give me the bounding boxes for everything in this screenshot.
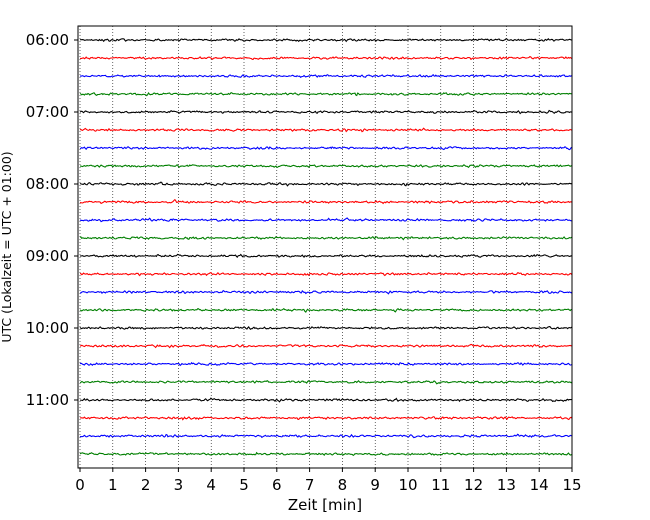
plot-frame bbox=[77, 25, 573, 469]
x-tick-label: 8 bbox=[338, 476, 348, 494]
y-tick-label: 08:00 bbox=[26, 175, 69, 193]
x-tick-label: 12 bbox=[464, 476, 483, 494]
trace-0715 bbox=[79, 127, 573, 133]
x-tick-label: 0 bbox=[75, 476, 85, 494]
x-axis-ticks: 0 1 2 3 4 5 6 7 8 9 10 11 12 13 14 15 bbox=[75, 468, 582, 494]
trace-0945 bbox=[79, 307, 573, 313]
trace-0745 bbox=[80, 164, 573, 169]
x-tick-label: 3 bbox=[174, 476, 184, 494]
trace-1100 bbox=[79, 397, 572, 403]
trace-0830 bbox=[79, 217, 573, 223]
x-tick-label: 1 bbox=[108, 476, 118, 494]
y-tick-label: 10:00 bbox=[26, 319, 69, 337]
x-tick-label: 14 bbox=[530, 476, 549, 494]
trace-0815 bbox=[79, 198, 573, 205]
trace-0600 bbox=[79, 38, 573, 43]
y-tick-label: 11:00 bbox=[26, 391, 69, 409]
trace-0630 bbox=[79, 73, 573, 78]
x-tick-label: 11 bbox=[431, 476, 450, 494]
trace-1045 bbox=[79, 379, 573, 385]
trace-0700 bbox=[79, 109, 573, 115]
x-tick-label: 15 bbox=[562, 476, 581, 494]
trace-0845 bbox=[79, 236, 573, 241]
x-tick-label: 6 bbox=[272, 476, 282, 494]
x-tick-label: 13 bbox=[497, 476, 516, 494]
trace-0645 bbox=[79, 91, 573, 97]
y-axis-label: UTC (Lokalzeit = UTC + 01:00) bbox=[0, 151, 14, 342]
trace-1115 bbox=[79, 416, 573, 421]
trace-0615 bbox=[79, 55, 573, 61]
x-tick-label: 5 bbox=[239, 476, 249, 494]
seismic-traces bbox=[79, 38, 573, 457]
x-axis-label: Zeit [min] bbox=[288, 496, 362, 514]
trace-1030 bbox=[79, 361, 573, 367]
trace-1145 bbox=[79, 451, 573, 457]
y-tick-label: 09:00 bbox=[26, 247, 69, 265]
y-tick-label: 07:00 bbox=[26, 103, 69, 121]
y-tick-label: 06:00 bbox=[26, 31, 69, 49]
trace-0930 bbox=[79, 289, 573, 295]
x-tick-label: 10 bbox=[398, 476, 417, 494]
trace-1015 bbox=[79, 343, 573, 349]
y-axis-ticks: 06:00 07:00 08:00 09:00 10:00 11:00 bbox=[26, 31, 78, 409]
vertical-gridlines bbox=[79, 26, 540, 468]
trace-0915 bbox=[79, 271, 573, 277]
x-tick-label: 7 bbox=[305, 476, 315, 494]
trace-0800 bbox=[79, 181, 573, 187]
x-tick-label: 2 bbox=[141, 476, 151, 494]
trace-1130 bbox=[79, 433, 573, 439]
trace-1000 bbox=[79, 326, 573, 331]
trace-0900 bbox=[79, 253, 573, 258]
trace-0730 bbox=[79, 146, 573, 151]
x-tick-label: 9 bbox=[370, 476, 380, 494]
x-tick-label: 4 bbox=[206, 476, 216, 494]
